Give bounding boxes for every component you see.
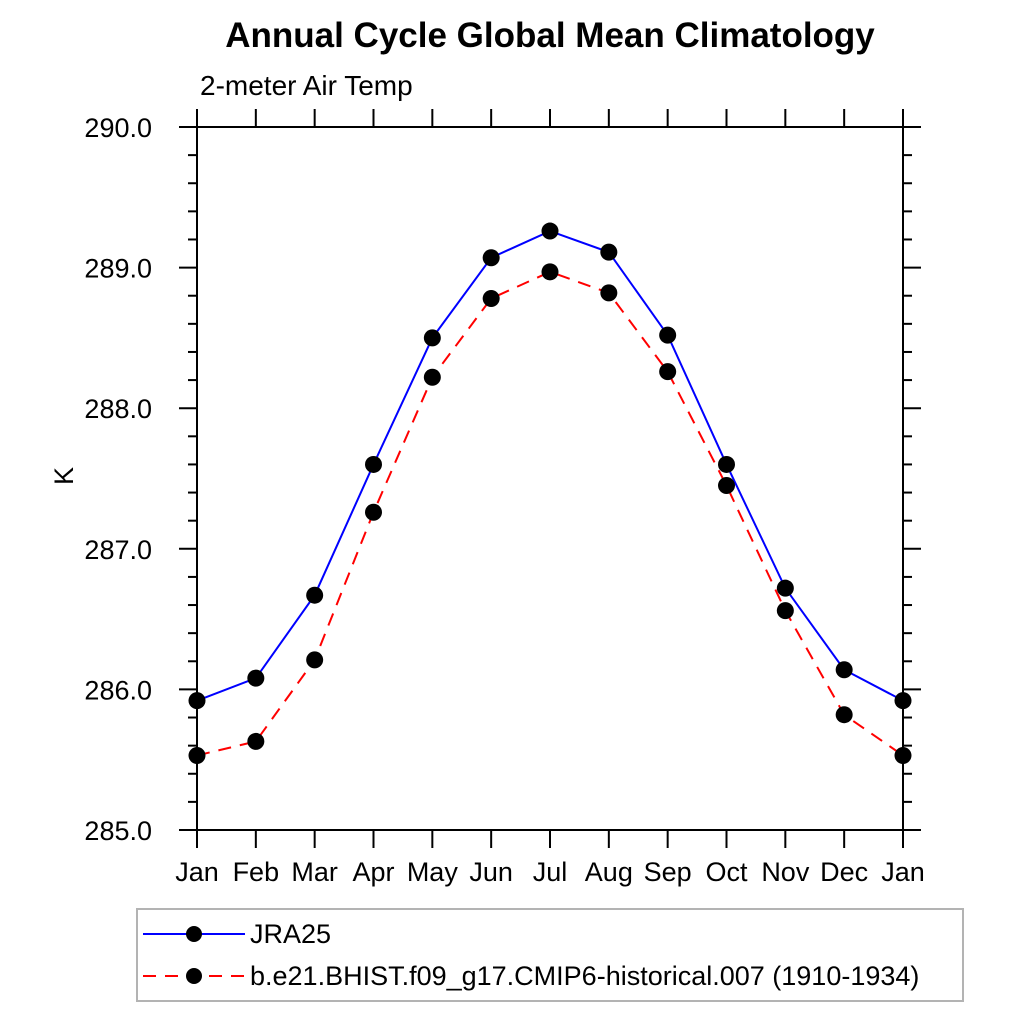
data-point-marker	[894, 746, 912, 764]
x-tick-label: Dec	[820, 857, 868, 887]
data-point-marker	[776, 579, 794, 597]
x-tick-label: Apr	[352, 857, 394, 887]
y-tick-label: 290.0	[84, 113, 152, 143]
legend-item: b.e21.BHIST.f09_g17.CMIP6-historical.007…	[138, 955, 962, 997]
x-tick-label: Aug	[585, 857, 633, 887]
x-tick-label: Sep	[644, 857, 692, 887]
y-tick-label: 287.0	[84, 535, 152, 565]
x-tick-label: Nov	[761, 857, 810, 887]
data-point-marker	[894, 692, 912, 710]
legend-label: JRA25	[250, 918, 332, 949]
data-point-marker	[600, 284, 618, 302]
x-tick-label: Jan	[881, 857, 925, 887]
data-point-marker	[306, 586, 324, 604]
data-point-marker	[835, 661, 853, 679]
data-point-marker	[718, 455, 735, 473]
data-point-marker	[659, 363, 677, 381]
data-point-marker	[718, 477, 735, 495]
x-tick-label: Feb	[233, 857, 280, 887]
data-point-marker	[306, 651, 324, 669]
y-tick-label: 285.0	[84, 816, 152, 846]
data-point-marker	[423, 368, 441, 386]
chart-title: Annual Cycle Global Mean Climatology	[225, 16, 875, 55]
series-line-1	[196, 270, 904, 757]
data-point-marker	[188, 746, 206, 764]
data-point-marker	[482, 249, 500, 267]
data-point-marker	[365, 503, 382, 521]
x-tick-label: Mar	[291, 857, 338, 887]
legend-item: JRA25	[138, 913, 962, 955]
data-point-marker	[541, 263, 559, 281]
legend-marker-icon	[186, 926, 202, 942]
x-tick-label: May	[407, 857, 459, 887]
x-tick-label: Oct	[705, 857, 748, 887]
x-tick-label: Jul	[533, 857, 568, 887]
x-tick-label: Jan	[175, 857, 219, 887]
y-tick-label: 286.0	[84, 675, 152, 705]
x-tick-label: Jun	[469, 857, 513, 887]
legend: JRA25 b.e21.BHIST.f09_g17.CMIP6-historic…	[136, 908, 964, 1002]
data-point-marker	[482, 290, 500, 308]
chart-subtitle: 2-meter Air Temp	[200, 70, 413, 101]
legend-label: b.e21.BHIST.f09_g17.CMIP6-historical.007…	[250, 960, 920, 991]
data-point-marker	[423, 329, 441, 347]
data-point-marker	[659, 326, 677, 344]
data-point-marker	[247, 669, 265, 687]
data-point-marker	[835, 706, 853, 724]
data-point-marker	[365, 455, 382, 473]
y-tick-label: 289.0	[84, 254, 152, 284]
data-point-marker	[188, 692, 206, 710]
legend-marker-icon	[186, 968, 202, 984]
legend-line-sample-model	[143, 968, 245, 984]
data-point-marker	[247, 732, 265, 750]
legend-line-sample-jra25	[143, 926, 245, 942]
data-point-marker	[776, 602, 794, 620]
data-point-marker	[600, 243, 618, 261]
data-point-marker	[541, 222, 559, 240]
y-tick-label: 288.0	[84, 394, 152, 424]
